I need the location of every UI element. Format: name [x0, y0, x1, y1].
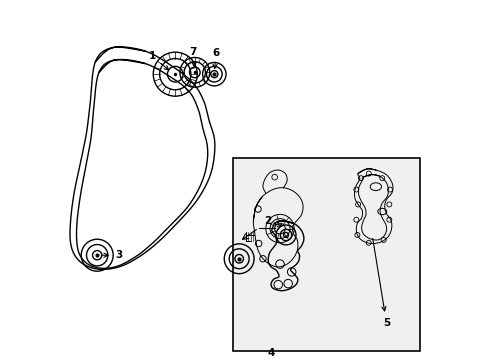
Text: 2: 2 — [264, 216, 271, 226]
Text: 6: 6 — [212, 48, 219, 68]
Text: 1: 1 — [148, 51, 168, 70]
Text: 7: 7 — [189, 47, 196, 67]
Bar — [233, 158, 419, 351]
Text: 3: 3 — [102, 250, 122, 260]
Text: 5: 5 — [372, 238, 389, 328]
Text: 4: 4 — [267, 348, 274, 358]
